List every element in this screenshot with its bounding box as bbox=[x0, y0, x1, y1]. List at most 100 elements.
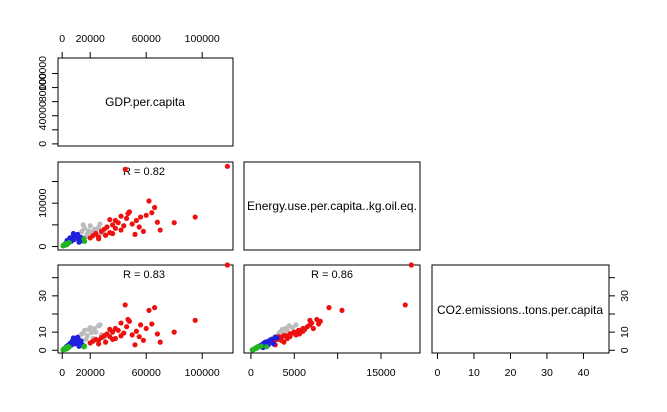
point-co2-vs-gdp bbox=[138, 322, 144, 328]
point-co2-vs-gdp bbox=[140, 337, 146, 343]
point-energy-vs-gdp bbox=[125, 210, 131, 217]
point-energy-vs-gdp bbox=[103, 232, 109, 238]
correlation-label-co2-gdp: R = 0.83 bbox=[123, 269, 165, 281]
point-co2-vs-gdp bbox=[72, 341, 78, 347]
point-co2-vs-energy bbox=[266, 338, 272, 344]
point-energy-vs-gdp bbox=[110, 222, 116, 228]
point-energy-vs-gdp bbox=[171, 220, 177, 226]
x-bottom-tick-label: 5000 bbox=[283, 367, 307, 379]
point-co2-vs-gdp bbox=[157, 339, 163, 345]
correlation-label-co2-energy: R = 0.86 bbox=[311, 269, 353, 281]
x-bottom-tick-label: 0 bbox=[435, 367, 441, 379]
point-co2-vs-gdp bbox=[75, 334, 81, 340]
point-co2-vs-gdp bbox=[83, 336, 89, 342]
point-co2-vs-gdp bbox=[132, 342, 138, 348]
point-co2-vs-gdp bbox=[129, 332, 135, 338]
point-energy-vs-gdp bbox=[121, 223, 127, 229]
panel-energy-vs-gdp bbox=[57, 161, 234, 251]
point-energy-vs-gdp bbox=[138, 214, 144, 220]
point-energy-vs-gdp bbox=[87, 223, 93, 229]
panel-energy-diagonal bbox=[243, 161, 421, 251]
point-co2-vs-gdp bbox=[103, 339, 109, 345]
x-top-tick-label: 20000 bbox=[76, 33, 105, 45]
y-left-tick-label: 10000 bbox=[37, 188, 49, 217]
x-bottom-tick-label: 60000 bbox=[132, 367, 161, 379]
point-energy-vs-gdp bbox=[96, 236, 102, 242]
point-co2-vs-energy bbox=[408, 262, 414, 268]
point-co2-vs-energy bbox=[258, 343, 264, 349]
point-energy-vs-gdp bbox=[76, 239, 82, 245]
variable-label-gdp: GDP.per.capita bbox=[105, 95, 185, 109]
y-left-tick-label: 0 bbox=[37, 141, 49, 147]
point-energy-vs-gdp bbox=[118, 213, 124, 219]
point-co2-vs-gdp bbox=[154, 331, 160, 337]
point-co2-vs-energy bbox=[300, 328, 306, 334]
point-energy-vs-gdp bbox=[143, 212, 149, 218]
point-co2-vs-gdp bbox=[136, 334, 142, 340]
point-co2-vs-energy bbox=[287, 334, 293, 340]
point-energy-vs-gdp bbox=[192, 214, 198, 220]
point-energy-vs-gdp bbox=[152, 204, 158, 211]
y-left-tick-label: 10 bbox=[37, 326, 49, 338]
x-top-tick-label: 0 bbox=[59, 33, 65, 45]
point-co2-vs-gdp bbox=[124, 324, 130, 330]
point-co2-vs-gdp bbox=[76, 343, 82, 349]
point-co2-vs-energy bbox=[326, 305, 332, 311]
point-co2-vs-energy bbox=[263, 344, 270, 350]
point-energy-vs-gdp bbox=[140, 228, 146, 234]
correlation-label-energy-gdp: R = 0.82 bbox=[123, 166, 165, 178]
point-energy-vs-gdp bbox=[146, 198, 152, 204]
point-energy-vs-gdp bbox=[157, 227, 163, 233]
point-co2-vs-energy bbox=[270, 341, 277, 347]
x-bottom-tick-label: 10 bbox=[468, 367, 480, 379]
x-bottom-tick-label: 15000 bbox=[366, 367, 395, 379]
point-co2-vs-gdp bbox=[60, 347, 66, 353]
point-energy-vs-gdp bbox=[93, 230, 99, 237]
point-co2-vs-gdp bbox=[80, 330, 86, 336]
point-energy-vs-gdp bbox=[81, 236, 87, 242]
point-co2-vs-gdp bbox=[91, 325, 97, 332]
x-top-tick-label: 60000 bbox=[132, 33, 161, 45]
point-energy-vs-gdp bbox=[107, 217, 113, 223]
point-co2-vs-energy bbox=[307, 317, 313, 323]
y-left-tick-label: 0 bbox=[37, 347, 49, 353]
y-right-tick-label: 30 bbox=[619, 290, 631, 302]
x-bottom-tick-label: 100000 bbox=[185, 367, 220, 379]
point-co2-vs-gdp bbox=[97, 322, 103, 328]
point-energy-vs-gdp bbox=[112, 225, 118, 231]
x-bottom-tick-label: 0 bbox=[248, 367, 254, 379]
panel-co2-vs-gdp bbox=[57, 264, 234, 354]
point-energy-vs-gdp bbox=[104, 224, 110, 230]
point-co2-vs-energy bbox=[272, 334, 278, 340]
y-left-tick-label: 80000 bbox=[37, 73, 49, 102]
point-energy-vs-gdp bbox=[60, 243, 66, 249]
point-co2-vs-gdp bbox=[115, 327, 121, 333]
point-co2-vs-energy bbox=[253, 345, 260, 351]
x-top-tick-label: 100000 bbox=[185, 33, 220, 45]
point-co2-vs-gdp bbox=[224, 262, 230, 268]
points-layer bbox=[60, 163, 414, 353]
point-energy-vs-gdp bbox=[110, 230, 116, 237]
point-co2-vs-gdp bbox=[143, 325, 149, 332]
point-co2-vs-energy bbox=[315, 321, 322, 327]
point-energy-vs-gdp bbox=[224, 163, 230, 169]
point-co2-vs-gdp bbox=[64, 345, 71, 351]
point-co2-vs-energy bbox=[249, 347, 255, 353]
point-energy-vs-gdp bbox=[75, 231, 81, 237]
point-co2-vs-gdp bbox=[89, 329, 95, 336]
point-energy-vs-gdp bbox=[133, 217, 139, 224]
point-energy-vs-gdp bbox=[97, 221, 103, 227]
variable-label-co2: CO2.emissions..tons.per.capita bbox=[437, 303, 603, 317]
x-bottom-tick-label: 30 bbox=[541, 367, 553, 379]
point-co2-vs-gdp bbox=[118, 333, 124, 339]
point-energy-vs-gdp bbox=[124, 215, 130, 221]
x-bottom-tick-label: 0 bbox=[59, 367, 65, 379]
point-co2-vs-energy bbox=[402, 302, 408, 308]
y-left-tick-label: 40000 bbox=[37, 101, 49, 130]
point-co2-vs-gdp bbox=[152, 305, 158, 311]
x-bottom-tick-label: 40 bbox=[578, 367, 590, 379]
point-co2-vs-energy bbox=[281, 339, 287, 345]
point-energy-vs-gdp bbox=[136, 224, 142, 230]
